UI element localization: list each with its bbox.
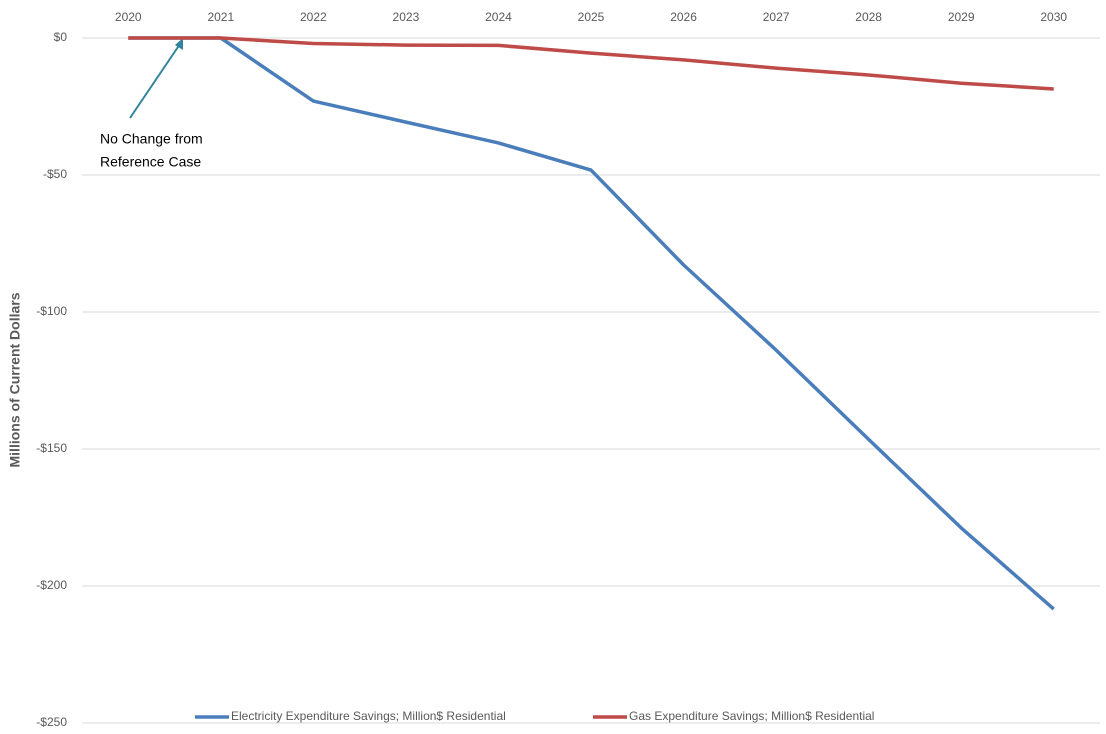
x-tick-label: 2022 — [300, 10, 327, 24]
x-tick-label: 2020 — [115, 10, 142, 24]
y-tick-label: -$200 — [36, 578, 67, 592]
y-axis-title: Millions of Current Dollars — [7, 292, 23, 467]
y-tick-label: -$250 — [36, 715, 67, 729]
y-tick-label: $0 — [54, 30, 68, 44]
legend-label: Electricity Expenditure Savings; Million… — [231, 709, 506, 723]
x-tick-label: 2026 — [670, 10, 697, 24]
annotation: Reference Case — [100, 154, 201, 170]
annotation: No Change from — [100, 131, 203, 147]
x-tick-label: 2023 — [393, 10, 420, 24]
x-tick-label: 2025 — [578, 10, 605, 24]
y-tick-label: -$50 — [43, 167, 67, 181]
x-tick-label: 2027 — [763, 10, 790, 24]
x-tick-label: 2021 — [207, 10, 234, 24]
annotation-arrowhead — [175, 38, 183, 50]
x-tick-label: 2024 — [485, 10, 512, 24]
x-tick-label: 2030 — [1040, 10, 1067, 24]
data-line — [128, 36, 1055, 611]
legend-label: Gas Expenditure Savings; Million$ Reside… — [629, 709, 874, 723]
y-tick-label: -$150 — [36, 441, 67, 455]
x-tick-label: 2028 — [855, 10, 882, 24]
annotation-arrow — [129, 43, 181, 119]
data-line — [128, 36, 1054, 91]
y-tick-label: -$100 — [36, 304, 67, 318]
x-tick-label: 2029 — [948, 10, 975, 24]
